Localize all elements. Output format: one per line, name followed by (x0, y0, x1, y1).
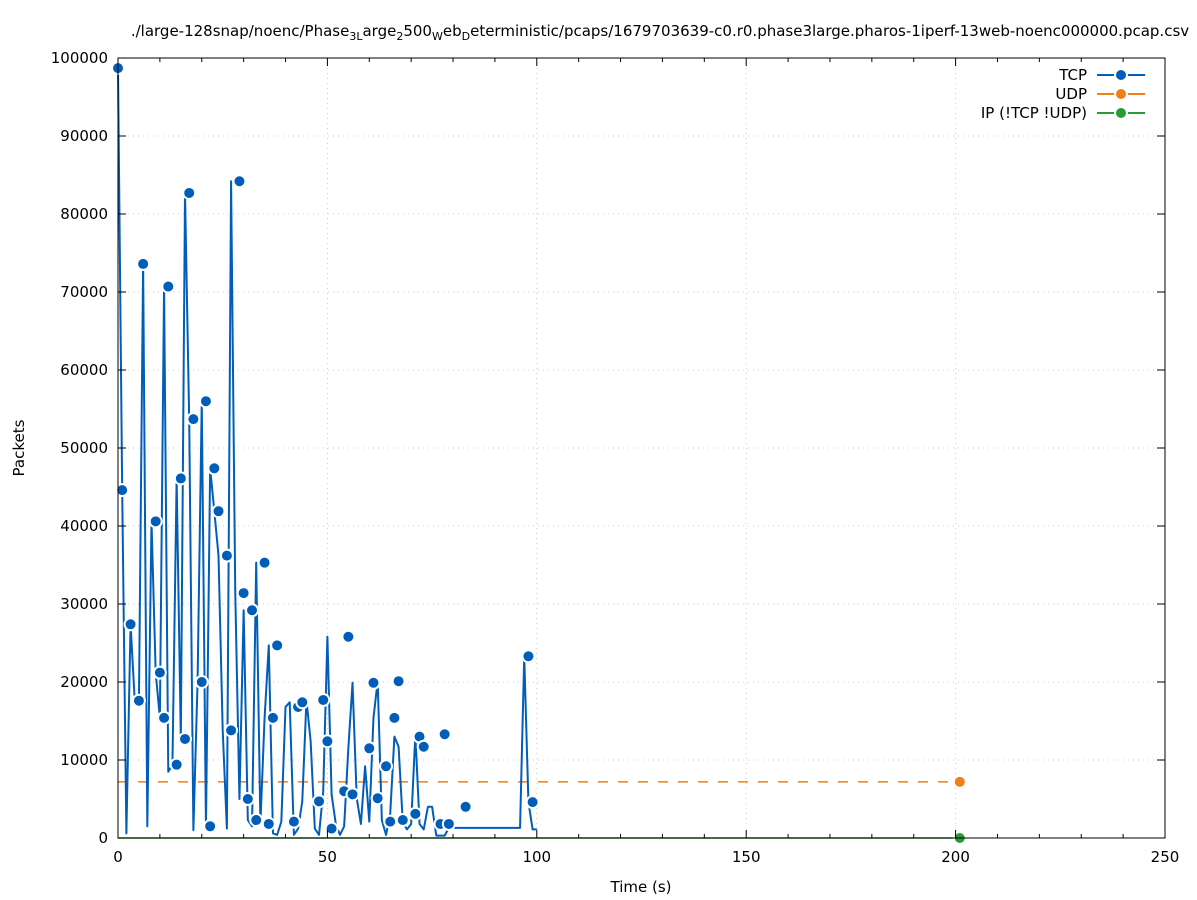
data-point-tcp (211, 504, 226, 519)
data-point-tcp (395, 813, 410, 828)
data-point-tcp (240, 792, 255, 806)
legend-label-udp: UDP (1055, 85, 1087, 103)
data-point-tcp (224, 723, 239, 738)
y-axis-label: Packets (10, 419, 28, 476)
data-point-tcp (136, 256, 151, 271)
legend-label-ip: IP (!TCP !UDP) (981, 104, 1087, 122)
y-tick-label: 60000 (60, 361, 108, 379)
data-point-tcp (324, 821, 339, 836)
y-tick-label: 20000 (60, 673, 108, 691)
y-tick-label: 90000 (60, 127, 108, 145)
title-part: D (462, 30, 470, 43)
grid-lines (118, 58, 1165, 838)
data-point-udp (952, 774, 967, 789)
data-point-tcp (265, 710, 280, 725)
data-point-tcp (148, 514, 163, 529)
title-part: arge (362, 22, 396, 40)
x-axis-label: Time (s) (610, 878, 672, 896)
data-point-tcp (437, 727, 452, 742)
data-point-tcp (131, 693, 146, 708)
data-point-tcp (387, 710, 402, 725)
data-point-tcp (458, 799, 473, 814)
data-point-tcp (219, 548, 234, 563)
legend-label-tcp: TCP (1058, 66, 1087, 84)
series-line-tcp (117, 68, 537, 837)
data-point-tcp (286, 814, 301, 829)
data-point-tcp (236, 586, 251, 601)
x-tick-label: 200 (941, 848, 970, 866)
data-point-tcp (261, 816, 276, 831)
data-point-tcp (391, 674, 406, 689)
y-tick-label: 100000 (51, 49, 108, 67)
data-point-tcp (362, 741, 377, 756)
x-tick-labels: 0 50 100 150 200 250 (113, 848, 1179, 866)
data-point-tcp (316, 692, 331, 707)
data-point-tcp (295, 695, 310, 710)
data-point-tcp (257, 555, 272, 570)
data-point-tcp (207, 461, 222, 476)
title-part: 3L (349, 30, 363, 43)
data-point-tcp (169, 757, 184, 772)
y-tick-label: 10000 (60, 751, 108, 769)
title-part: 2 (396, 30, 403, 43)
data-point-tcp (408, 806, 423, 821)
data-point-tcp (270, 638, 285, 653)
series-tcp (111, 61, 540, 837)
title-part: 500 (403, 22, 432, 40)
legend-marker-udp (1114, 87, 1128, 101)
data-point-tcp (370, 791, 385, 806)
legend-marker-ip (1114, 106, 1128, 120)
data-point-tcp (182, 185, 197, 200)
data-point-tcp (312, 794, 327, 809)
data-point-tcp (521, 649, 536, 664)
x-tick-label: 50 (318, 848, 337, 866)
data-point-tcp (161, 279, 176, 294)
y-tick-label: 40000 (60, 517, 108, 535)
data-point-tcp (203, 819, 218, 834)
series-udp (118, 774, 967, 789)
data-point-tcp (152, 665, 167, 680)
title-part: ./large-128snap/noenc/Phase (131, 22, 349, 40)
y-tick-label: 30000 (60, 595, 108, 613)
title-part: eb (443, 22, 462, 40)
axis-ticks (117, 57, 1166, 839)
y-tick-label: 50000 (60, 439, 108, 457)
data-point-tcp (416, 739, 431, 754)
x-tick-label: 0 (113, 848, 123, 866)
x-tick-label: 250 (1151, 848, 1180, 866)
data-point-tcp (157, 710, 172, 725)
data-point-tcp (115, 483, 130, 498)
y-tick-label: 0 (98, 829, 108, 847)
data-point-tcp (383, 814, 398, 829)
data-point-tcp (245, 603, 260, 618)
data-point-tcp (232, 174, 247, 189)
data-point-tcp (186, 412, 201, 427)
data-point-tcp (249, 813, 264, 828)
x-tick-label: 150 (732, 848, 761, 866)
data-point-tcp (178, 731, 193, 746)
data-point-tcp (441, 816, 456, 831)
legend-marker-tcp (1114, 68, 1128, 82)
data-point-tcp (123, 617, 138, 632)
data-point-tcp (320, 734, 335, 749)
x-tick-label: 100 (522, 848, 551, 866)
title-part: eterministic/pcaps/1679703639-c0.r0.phas… (470, 22, 1189, 40)
data-point-tcp (194, 675, 209, 689)
data-point-tcp (366, 675, 381, 690)
chart-title: ./large-128snap/noenc/Phase3Large2500Web… (131, 22, 1189, 43)
data-point-tcp (525, 795, 540, 810)
y-tick-label: 70000 (60, 283, 108, 301)
data-point-tcp (341, 629, 356, 644)
y-tick-label: 80000 (60, 205, 108, 223)
title-part: W (432, 30, 443, 43)
series-layer (111, 61, 967, 845)
data-point-tcp (173, 471, 188, 486)
data-point-tcp (198, 394, 213, 409)
data-point-tcp (379, 759, 394, 774)
y-tick-labels: 0 10000 20000 30000 40000 50000 60000 70000 8000… (51, 49, 108, 847)
data-point-tcp (345, 787, 360, 802)
